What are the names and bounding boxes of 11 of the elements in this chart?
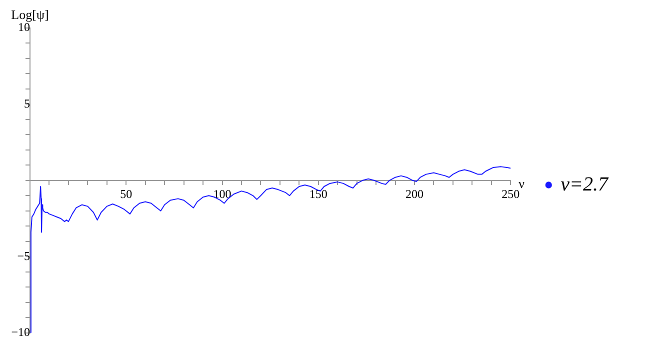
- y-tick-label: 5: [24, 96, 30, 110]
- x-tick-label: 200: [406, 186, 424, 201]
- legend-label: ν=2.7: [560, 173, 609, 196]
- x-tick-label: 150: [309, 186, 328, 201]
- x-tick-label: 250: [502, 186, 520, 201]
- x-tick-label: 50: [120, 186, 132, 201]
- y-tick-label: −10: [11, 324, 30, 339]
- y-tick-label: −5: [17, 248, 30, 263]
- y-axis-title: Log[ψ]: [11, 6, 49, 22]
- x-tick-label: 100: [213, 186, 232, 201]
- x-axis-title: ν: [518, 176, 525, 191]
